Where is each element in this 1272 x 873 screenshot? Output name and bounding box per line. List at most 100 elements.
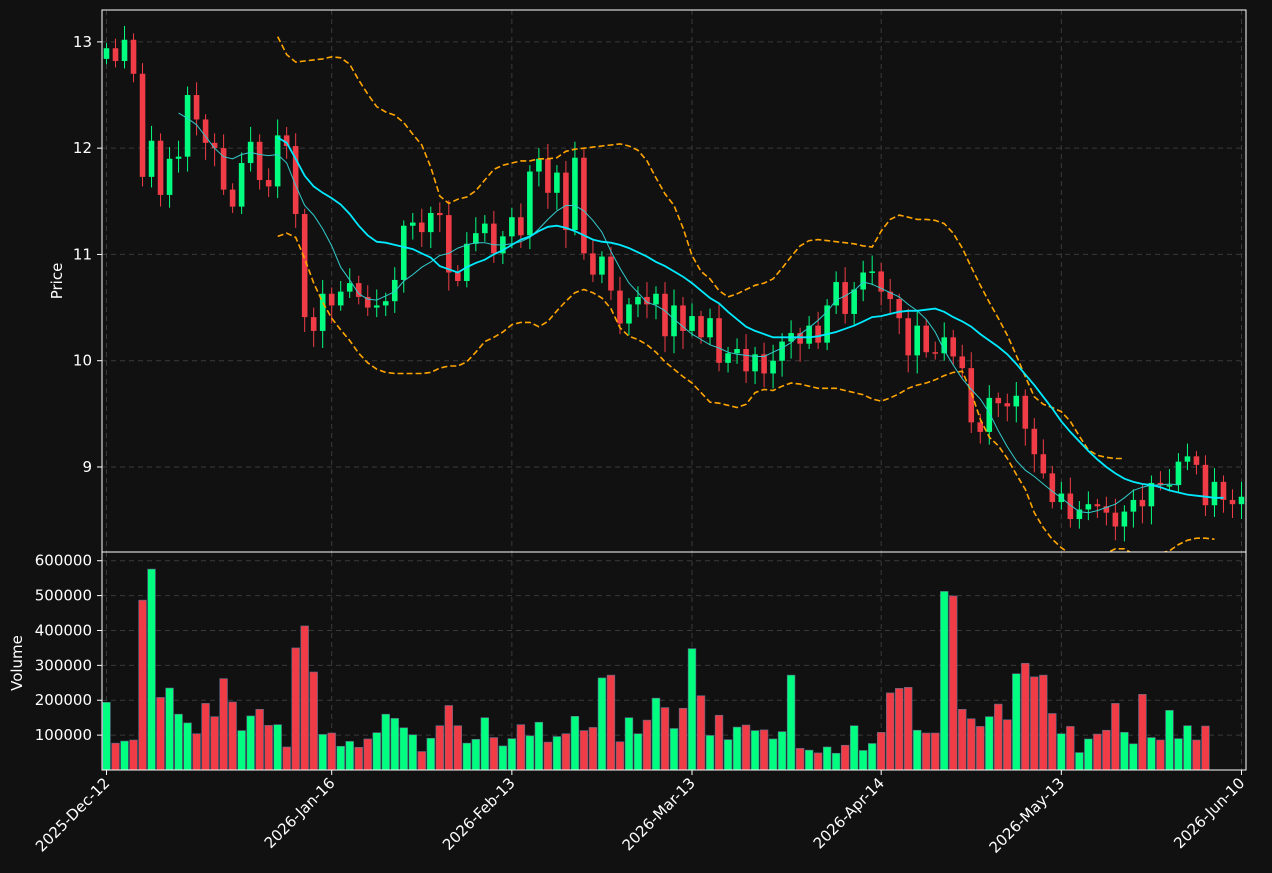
candle-body <box>626 304 632 324</box>
volume-bar <box>156 697 165 771</box>
volume-bar <box>723 739 733 771</box>
volume-bar <box>940 591 949 771</box>
candle-body <box>220 148 227 190</box>
volume-bar <box>624 717 634 771</box>
candle-body <box>1193 456 1200 465</box>
panel-frames <box>101 9 1247 771</box>
volume-bar <box>904 687 913 771</box>
volume-bar <box>534 721 544 771</box>
volume-bar <box>615 741 625 771</box>
volume-bar <box>489 737 499 771</box>
candle-body <box>833 282 839 306</box>
volume-bar <box>922 732 931 771</box>
candle-body <box>518 217 524 236</box>
volume-tick-label: 500000 <box>35 587 92 605</box>
volume-bar <box>678 707 688 771</box>
candle-body <box>824 305 830 343</box>
volume-bar <box>958 709 967 771</box>
volume-bar <box>561 733 571 771</box>
volume-bar <box>246 715 255 771</box>
volume-bar <box>147 568 156 771</box>
volume-bar <box>1138 694 1147 771</box>
candle-body <box>464 243 470 281</box>
volume-bar <box>1174 738 1183 771</box>
candle-body <box>779 341 785 361</box>
volume-bar <box>849 725 859 771</box>
volume-bar <box>120 740 129 771</box>
volume-bar <box>1120 732 1129 771</box>
volume-tick-label: 100000 <box>35 726 92 744</box>
volume-bar <box>102 702 111 771</box>
volume-bar <box>1066 726 1075 771</box>
volume-bar <box>642 719 652 771</box>
volume-bar <box>597 677 607 771</box>
volume-bar <box>1183 725 1192 771</box>
volume-bar <box>732 726 742 771</box>
slow-moving-average-line <box>277 136 1224 499</box>
volume-bar <box>309 671 318 771</box>
volume-bar <box>390 718 399 771</box>
candle-body <box>301 214 308 318</box>
volume-bar <box>822 746 832 771</box>
candle-body <box>1085 504 1092 510</box>
candle-body <box>1166 485 1173 487</box>
candle-body <box>1148 482 1155 507</box>
volume-bar <box>372 732 381 771</box>
volume-bar <box>1192 739 1201 771</box>
volume-bar <box>579 730 589 771</box>
volume-bar <box>237 730 246 771</box>
candle-body <box>1220 481 1227 500</box>
volume-bar <box>931 732 940 771</box>
candle-body <box>1076 509 1083 520</box>
candle-body <box>644 296 650 305</box>
volume-bar <box>687 648 697 771</box>
volume-bar <box>895 688 904 771</box>
volume-tick-label: 400000 <box>35 621 92 639</box>
volume-bar <box>291 647 300 771</box>
candle-body <box>473 233 479 244</box>
volume-bar <box>363 738 372 771</box>
candle-body <box>1130 499 1137 512</box>
candle-body <box>1049 473 1056 503</box>
candle-body <box>968 368 975 423</box>
candle-body <box>734 349 740 354</box>
volume-tick-label: 200000 <box>35 691 92 709</box>
candle-body <box>391 279 398 302</box>
candle-body <box>1229 499 1236 505</box>
candle-body <box>238 163 245 207</box>
volume-bar <box>1093 733 1102 771</box>
volume-bar <box>588 727 598 771</box>
candle-body <box>346 283 353 292</box>
candle-body <box>752 354 758 372</box>
candle-body <box>1157 482 1164 486</box>
candle-body <box>1103 506 1110 513</box>
volume-bar <box>660 707 670 771</box>
candle-body <box>1175 461 1182 486</box>
candle-body <box>1067 493 1074 520</box>
volume-bar <box>1129 743 1138 771</box>
volume-bar <box>1111 703 1120 771</box>
volume-bar <box>795 748 805 771</box>
candle-body <box>545 158 551 193</box>
volume-bar <box>696 695 706 771</box>
volume-bar <box>651 697 661 771</box>
candle-body <box>1013 395 1020 407</box>
candle-body <box>554 172 560 193</box>
volume-bar <box>138 599 147 771</box>
volume-bar <box>867 743 877 771</box>
candle-body <box>932 352 939 354</box>
volume-bar <box>813 752 823 771</box>
volume-bar <box>840 744 850 771</box>
candle-body <box>148 140 155 177</box>
volume-bar <box>210 716 219 771</box>
volume-bar <box>759 729 769 771</box>
volume-bar <box>750 730 760 771</box>
volume-bar <box>327 732 336 771</box>
candle-body <box>815 325 821 343</box>
lower-band-line <box>277 232 1215 552</box>
candle-body <box>950 337 957 357</box>
candle-body <box>184 95 191 157</box>
volume-bar <box>111 742 120 771</box>
candle-body <box>563 172 569 230</box>
